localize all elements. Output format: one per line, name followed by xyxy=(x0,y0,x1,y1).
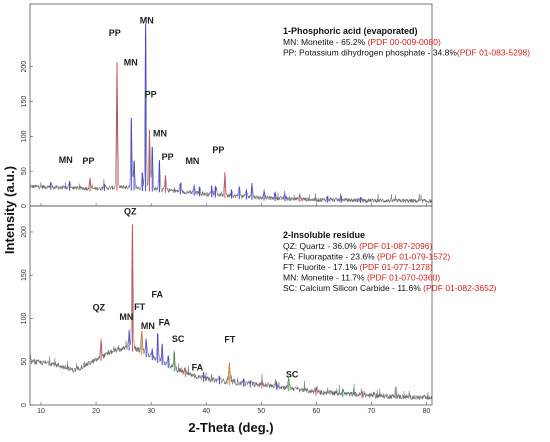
x-tick-label: 20 xyxy=(92,408,100,415)
x-tick-label: 70 xyxy=(368,408,376,415)
x-tick-label: 40 xyxy=(202,408,210,415)
x-tick-label: 30 xyxy=(147,408,155,415)
legend-entry: QZ: Quartz - 36.0% (PDF 01-087-2096) xyxy=(283,241,432,251)
legend-entry-text: FA: Fluorapatite - 23.6% xyxy=(283,252,377,262)
peak-label: FA xyxy=(192,362,204,372)
peak-label: FT xyxy=(134,302,145,312)
legend-entry: MN: Monetite - 65.2% (PDF 00-009-0080) xyxy=(283,37,441,47)
panel-frames xyxy=(29,3,433,406)
legend-entry-text: PP: Potassium dihydrogen phosphate - 34.… xyxy=(283,48,457,58)
legends: 1-Phosphoric acid (evaporated)MN: Moneti… xyxy=(283,26,530,293)
legend-entry-ref: (PDF 01-083-5298) xyxy=(457,48,530,58)
y-tick-label: 150 xyxy=(21,96,28,108)
x-tick-label: 10 xyxy=(37,408,45,415)
peak-label: SC xyxy=(286,369,299,379)
legend-entry-text: FT: Fluorite - 17.1% xyxy=(283,262,360,272)
y-tick-label: 50 xyxy=(21,167,28,175)
peak-label: MN xyxy=(59,155,73,165)
peak-label: QZ xyxy=(93,303,106,313)
y-tick-label: 150 xyxy=(21,269,28,281)
peak-label: PP xyxy=(212,145,224,155)
y-tick-label: 0 xyxy=(21,403,28,407)
y-tick-label: 0 xyxy=(21,204,28,208)
peak-label: PP xyxy=(145,89,157,99)
legend-title: 1-Phosphoric acid (evaporated) xyxy=(283,26,418,36)
peak-label: PP xyxy=(162,152,174,162)
legend-entry: FT: Fluorite - 17.1% (PDF 01-077-1278) xyxy=(283,262,433,272)
peak-label: MN xyxy=(141,321,155,331)
y-tick-label: 200 xyxy=(21,61,28,73)
legend-title: 2-Insoluble residue xyxy=(283,230,365,240)
legend-entry-ref: (PDF 01-087-2096) xyxy=(359,241,432,251)
legend-entry-ref: (PDF 01-079-1572) xyxy=(377,252,450,262)
legend-entry: SC: Calcium Silicon Carbide - 11.6% (PDF… xyxy=(283,283,497,293)
legend-entry-ref: (PDF 00-009-0080) xyxy=(368,37,441,47)
legend-entry: FA: Fluorapatite - 23.6% (PDF 01-079-157… xyxy=(283,252,450,262)
y-axis-title: Intensity (a.u.) xyxy=(2,166,17,254)
legend-entry-ref: (PDF 01-070-0360) xyxy=(367,273,440,283)
peak-label: FA xyxy=(159,317,171,327)
y-tick-label: 200 xyxy=(21,226,28,238)
peak-label: MN xyxy=(185,156,199,166)
legend-entry: MN: Monetite - 11.7% (PDF 01-070-0360) xyxy=(283,273,440,283)
peak-label: FT xyxy=(224,335,235,345)
peak-label: MN xyxy=(153,128,167,138)
legend-entry-text: MN: Monetite - 65.2% xyxy=(283,37,368,47)
pattern-line-phosphoric xyxy=(29,24,433,204)
x-tick-label: 50 xyxy=(257,408,265,415)
legend-entry: PP: Potassium dihydrogen phosphate - 34.… xyxy=(283,48,530,58)
y-tick-label: 100 xyxy=(21,313,28,325)
y-tick-label: 100 xyxy=(21,130,28,142)
peak-label: SC xyxy=(172,334,185,344)
axis-ticks: 0 50 100 150 200 0 50 100 150 200 10 20 30 40 50 60 70 80 xyxy=(21,61,431,415)
x-axis-title: 2-Theta (deg.) xyxy=(188,420,273,435)
legend-entry-ref: (PDF 01-077-1278) xyxy=(360,262,433,272)
legend-entry-ref: (PDF 01-082-3652) xyxy=(423,283,496,293)
legend-entry-text: MN: Monetite - 11.7% xyxy=(283,273,367,283)
pattern-line-insoluble xyxy=(29,226,433,401)
x-tick-label: 60 xyxy=(312,408,320,415)
series-layer xyxy=(29,23,433,401)
peak-label: QZ xyxy=(124,207,137,217)
legend-entry-text: QZ: Quartz - 36.0% xyxy=(283,241,359,251)
panel-frame-insoluble xyxy=(29,205,433,406)
peak-label: MN xyxy=(140,16,154,26)
x-tick-label: 80 xyxy=(423,408,431,415)
peak-label: PP xyxy=(109,28,121,38)
peak-label: FA xyxy=(151,290,163,300)
peak-label: MN xyxy=(124,57,138,67)
peak-label: MN xyxy=(119,312,133,322)
y-tick-label: 50 xyxy=(21,358,28,366)
peak-label: PP xyxy=(82,156,94,166)
legend-phosphoric: 1-Phosphoric acid (evaporated)MN: Moneti… xyxy=(283,26,530,58)
legend-entry-text: SC: Calcium Silicon Carbide - 11.6% xyxy=(283,283,423,293)
